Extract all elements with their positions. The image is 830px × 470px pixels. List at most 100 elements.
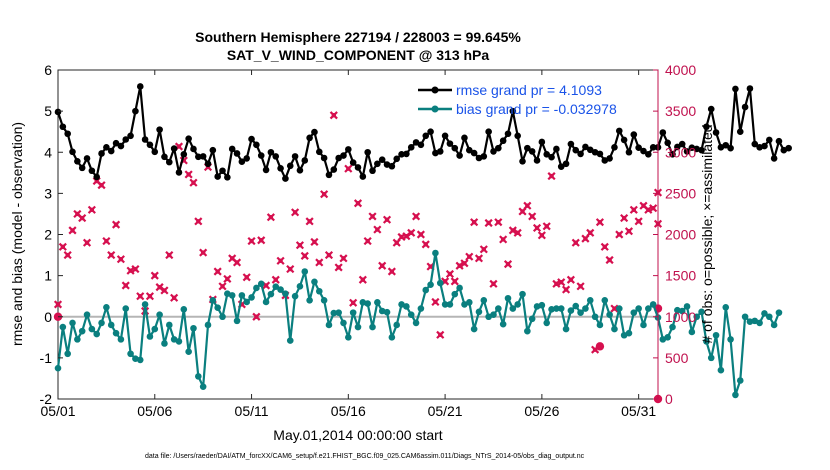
bias-point (107, 321, 115, 329)
rmse-point (277, 164, 284, 172)
y-tick-label: -1 (40, 350, 53, 366)
rmse-point (441, 132, 449, 140)
bias-point (499, 320, 507, 328)
rmse-point (611, 144, 618, 151)
obs-assimilated-marker (334, 263, 343, 272)
obs-x-core (167, 252, 172, 258)
plot-area (57, 69, 659, 400)
bias-point (272, 283, 280, 291)
rmse-point (69, 148, 76, 156)
obs-x-core (196, 219, 201, 224)
bias-point (98, 319, 105, 327)
rmse-point (103, 144, 110, 151)
bias-point (262, 298, 270, 306)
obs-assimilated-marker (532, 223, 542, 232)
obs-assimilated-marker (300, 251, 309, 260)
bias-point (490, 311, 497, 318)
obs-assimilated-marker (479, 245, 488, 254)
obs-assimilated-marker (329, 111, 338, 120)
rmse-point (548, 153, 555, 161)
rmse-point (151, 148, 159, 156)
obs-x-core (520, 209, 525, 214)
rmse-point (514, 132, 521, 140)
bias-point (717, 366, 725, 374)
rmse-point (519, 157, 526, 165)
bias-point (698, 308, 705, 316)
x-axis-label: May.01,2014 00:00:00 start (273, 427, 443, 443)
bias-point (625, 329, 633, 337)
obs-x-core (249, 238, 254, 244)
bias-point (146, 333, 154, 340)
obs-assimilated-marker (411, 212, 421, 221)
rmse-point (190, 145, 197, 153)
obs-assimilated-marker (523, 201, 532, 210)
rmse-point (538, 138, 546, 146)
obs-x-core (510, 228, 516, 233)
obs-x-core (578, 284, 583, 289)
rmse-point (630, 131, 638, 138)
rmse-point (732, 85, 739, 93)
obs-x-core (375, 227, 380, 232)
obs-x-core (568, 277, 574, 282)
x-tick-label: 05/31 (621, 403, 656, 419)
obs-assimilated-marker (474, 254, 484, 263)
rmse-point (403, 150, 410, 158)
bias-point (306, 297, 313, 304)
bias-point (630, 309, 638, 316)
bias-point (69, 319, 76, 327)
bias-point (161, 340, 168, 347)
obs-x-core (259, 238, 264, 243)
y2-axis-label: # of obs: o=possible; ×=assimilated (699, 124, 715, 343)
bias-series-layer (54, 249, 783, 399)
obs-x-core (254, 314, 259, 319)
bias-point (432, 249, 439, 257)
rmse-point (625, 148, 633, 156)
obs-x-core (418, 232, 424, 237)
bias-point (112, 329, 120, 337)
obs-assimilated-marker (629, 205, 638, 214)
legend: rmse grand pr = 4.1093 bias grand pr = -… (418, 82, 617, 117)
bias-point (693, 313, 701, 321)
rmse-point (112, 139, 120, 147)
obs-x-core (355, 201, 361, 206)
obs-x-core (104, 238, 109, 244)
rmse-point (659, 129, 667, 136)
rmse-point (678, 140, 686, 148)
legend-rmse-marker (431, 86, 439, 94)
obs-x-core (457, 263, 462, 268)
obs-x-core (370, 214, 375, 219)
obs-assimilated-marker (97, 181, 106, 190)
obs-x-core (447, 271, 453, 277)
bias-point (83, 311, 91, 318)
bias-point (277, 286, 284, 293)
rmse-point (524, 144, 531, 152)
bias-point (267, 290, 275, 298)
rmse-point (509, 107, 517, 115)
obs-assimilated-marker (232, 258, 242, 267)
bias-point (446, 301, 454, 308)
obs-assimilated-marker (145, 292, 155, 301)
rmse-point (615, 127, 623, 135)
bias-point (591, 313, 599, 321)
rmse-point (282, 175, 289, 182)
obs-assimilated-marker (494, 218, 503, 227)
obs-assimilated-marker (407, 228, 416, 237)
bias-point (253, 284, 260, 292)
obs-x-core (529, 214, 535, 219)
bias-point (480, 297, 488, 304)
obs-assimilated-marker (547, 172, 556, 181)
rmse-point (233, 150, 241, 157)
obs-assimilated-marker (111, 220, 121, 229)
rmse-point (645, 151, 652, 158)
rmse-point (649, 144, 657, 151)
y-tick-label: -2 (40, 391, 53, 407)
bias-point (611, 325, 618, 333)
rmse-point (272, 153, 280, 160)
y-axis-label: rmse and bias (model - observation) (9, 122, 25, 346)
obs-x-core (641, 203, 646, 208)
obs-assimilated-marker (257, 236, 266, 245)
obs-assimilated-marker (620, 213, 629, 223)
bias-point (165, 321, 173, 329)
rmse-point (504, 130, 512, 138)
rmse-point (761, 142, 768, 150)
